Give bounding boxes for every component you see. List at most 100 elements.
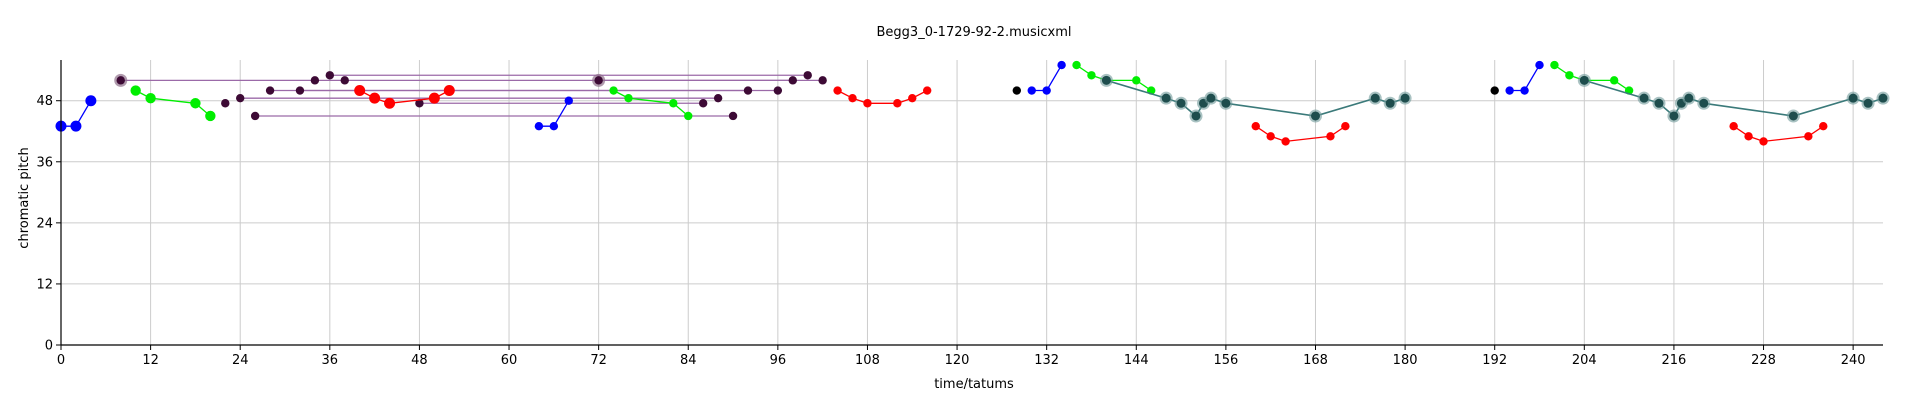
y-tick-label: 0	[45, 339, 53, 354]
series-line-green	[613, 89, 689, 117]
x-tick-label: 24	[232, 353, 249, 368]
data-point-teal	[1101, 75, 1111, 85]
data-point-green	[1087, 71, 1096, 80]
data-point-red	[922, 86, 932, 95]
data-point-teal	[1310, 111, 1320, 121]
data-point-dark	[116, 76, 125, 85]
data-point-green	[145, 92, 156, 104]
data-point-green	[1072, 60, 1081, 70]
data-point-green	[1565, 71, 1574, 80]
data-point-red	[443, 85, 455, 97]
chart-title: Begg3_0-1729-92-2.musicxml	[877, 25, 1072, 40]
data-point-blue	[70, 120, 82, 132]
data-point-blue	[1027, 86, 1036, 95]
data-point-teal	[1684, 93, 1694, 103]
data-point-dark	[594, 76, 603, 85]
x-tick-label: 132	[1034, 353, 1059, 368]
data-point-dark	[773, 86, 783, 95]
data-point-teal	[1699, 98, 1709, 108]
data-point-dark	[221, 99, 230, 108]
data-point-dark	[698, 99, 708, 108]
series-layer	[55, 60, 1890, 146]
x-tick-label: 72	[590, 353, 607, 368]
data-point-green	[684, 111, 693, 121]
series-line-teal	[1584, 79, 1884, 118]
data-point-dark	[340, 76, 349, 85]
data-point-green	[130, 85, 141, 96]
data-point-dark	[803, 71, 812, 80]
x-tick-label: 192	[1482, 353, 1507, 368]
data-point-blue	[564, 96, 573, 105]
y-tick-label: 36	[36, 155, 53, 170]
data-point-red	[1266, 132, 1275, 141]
data-point-red	[1744, 132, 1753, 141]
data-point-teal	[1848, 93, 1858, 103]
y-tick-label: 24	[36, 216, 53, 231]
data-point-dark	[415, 99, 424, 108]
y-tick-label: 48	[36, 94, 53, 109]
x-tick-label: 228	[1751, 353, 1776, 368]
data-point-green	[624, 93, 633, 103]
data-point-dark	[818, 76, 827, 85]
data-point-dark	[743, 86, 753, 95]
data-point-red	[908, 93, 917, 103]
data-point-red	[848, 93, 857, 103]
x-tick-label: 144	[1124, 353, 1149, 368]
data-point-teal	[1654, 98, 1664, 108]
data-point-dark	[265, 86, 275, 95]
tie-lines	[120, 74, 823, 117]
data-point-teal	[1639, 93, 1649, 103]
x-tick-label: 204	[1572, 353, 1597, 368]
data-point-teal	[1176, 98, 1186, 108]
data-point-blue	[1042, 86, 1051, 95]
data-point-teal	[1400, 93, 1410, 103]
x-tick-label: 84	[680, 353, 697, 368]
x-tick-label: 12	[142, 353, 159, 368]
data-point-teal	[1370, 93, 1380, 103]
data-point-teal	[1669, 111, 1679, 121]
data-point-green	[1609, 76, 1619, 85]
data-point-red	[1251, 121, 1260, 131]
x-tick-label: 48	[411, 353, 428, 368]
data-point-teal	[1878, 93, 1888, 103]
x-tick-label: 60	[501, 353, 518, 368]
x-axis-label: time/tatums	[934, 377, 1014, 392]
data-point-teal	[1788, 111, 1798, 121]
grid-lines	[60, 60, 1883, 346]
data-point-dark	[788, 76, 797, 85]
x-tick-label: 240	[1841, 353, 1866, 368]
data-point-red	[1759, 137, 1768, 146]
x-tick-label: 0	[57, 353, 65, 368]
data-point-dark	[325, 71, 335, 80]
data-point-blue	[1535, 60, 1544, 70]
data-point-teal	[1191, 111, 1201, 121]
x-tick-label: 96	[770, 353, 787, 368]
series-line-green	[135, 89, 211, 117]
data-point-teal	[1161, 93, 1171, 103]
data-point-green	[1550, 60, 1559, 70]
data-point-red	[369, 92, 381, 104]
data-point-red	[1326, 132, 1335, 141]
data-point-green	[1132, 76, 1141, 85]
x-tick-label: 120	[945, 353, 970, 368]
data-point-dark	[310, 76, 320, 85]
data-point-red	[893, 99, 902, 108]
y-axis-label: chromatic pitch	[17, 147, 32, 248]
data-point-green	[190, 98, 201, 109]
data-point-dark	[250, 111, 260, 121]
series-line-green	[1554, 64, 1630, 92]
x-tick-label: 180	[1393, 353, 1418, 368]
x-tick-label: 216	[1662, 353, 1687, 368]
data-point-teal	[1385, 98, 1395, 108]
data-point-black	[1490, 86, 1499, 95]
series-line-teal	[1106, 79, 1406, 118]
data-point-blue	[1520, 86, 1529, 95]
x-tick-label: 36	[322, 353, 339, 368]
data-point-teal	[1221, 98, 1231, 108]
data-point-green	[609, 86, 618, 95]
data-point-dark	[713, 93, 723, 103]
data-point-teal	[1579, 75, 1589, 85]
y-tick-label: 12	[36, 277, 53, 292]
data-point-dark	[295, 86, 305, 95]
data-point-red	[863, 99, 872, 108]
